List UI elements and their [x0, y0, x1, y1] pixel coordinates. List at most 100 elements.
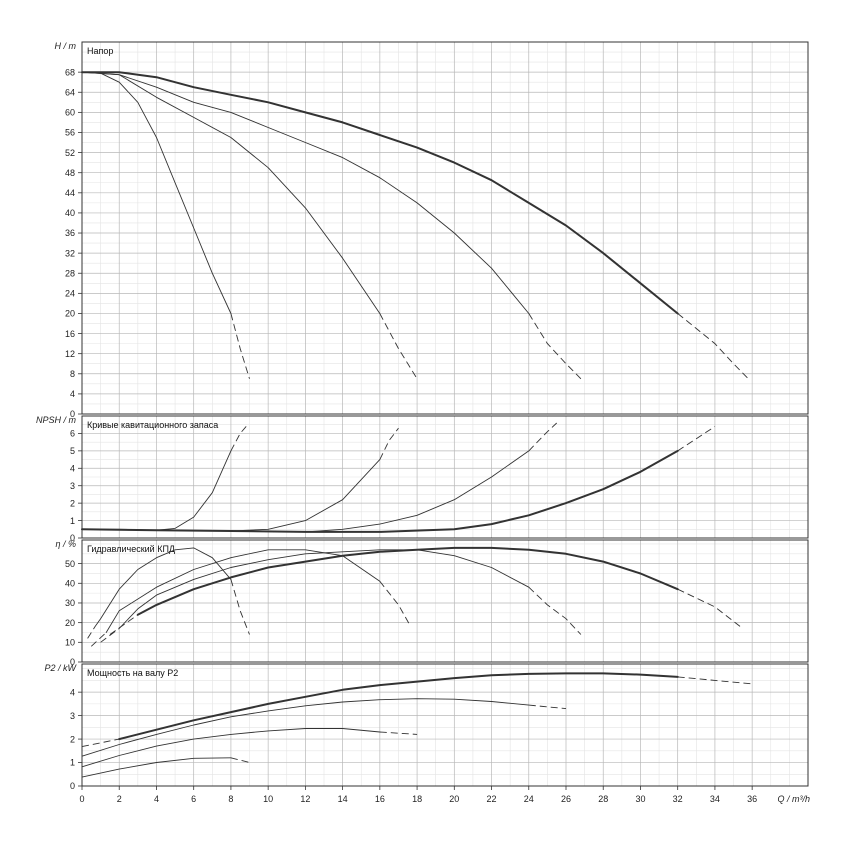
y-tick-label: 0 — [70, 781, 75, 791]
panel-frame — [81, 663, 809, 787]
x-tick-label: 18 — [412, 794, 422, 804]
y-tick-label: 8 — [70, 369, 75, 379]
y-tick-label: 52 — [65, 148, 75, 158]
y-axis-label: H / m — [55, 41, 77, 51]
y-tick-label: 68 — [65, 67, 75, 77]
curve-solid — [105, 549, 381, 633]
y-tick-label: 1 — [70, 758, 75, 768]
curve-dashed — [528, 422, 558, 452]
y-tick-label: 6 — [70, 429, 75, 439]
x-tick-label: 22 — [487, 794, 497, 804]
panel-frame — [81, 41, 809, 415]
curve-dashed — [230, 757, 250, 763]
y-tick-label: 24 — [65, 289, 75, 299]
curve-dashed — [230, 579, 250, 635]
y-tick-label: 20 — [65, 309, 75, 319]
curve-dashed — [677, 426, 716, 452]
x-tick-label: 36 — [747, 794, 757, 804]
y-tick-label: 40 — [65, 208, 75, 218]
panel-title: Гидравлический КПД — [87, 544, 175, 554]
curve-solid — [81, 757, 232, 778]
panel-title: Напор — [87, 46, 113, 56]
curve-solid — [81, 698, 530, 757]
y-tick-label: 4 — [70, 463, 75, 473]
curve-dashed — [528, 704, 567, 710]
y-tick-label: 3 — [70, 711, 75, 721]
x-tick-label: 30 — [635, 794, 645, 804]
y-tick-label: 0 — [70, 409, 75, 419]
curve-dashed — [230, 313, 250, 379]
curve-solid — [136, 546, 679, 616]
y-tick-label: 16 — [65, 329, 75, 339]
curve-dashed — [379, 427, 399, 460]
panel-title: Мощность на валу P2 — [87, 668, 178, 678]
y-tick-label: 20 — [65, 618, 75, 628]
x-tick-label: 0 — [79, 794, 84, 804]
y-tick-label: 64 — [65, 87, 75, 97]
x-tick-label: 12 — [300, 794, 310, 804]
curve-solid — [81, 71, 679, 315]
y-axis-label: NPSH / m — [36, 415, 77, 425]
y-tick-label: 2 — [70, 734, 75, 744]
y-axis-label: P2 / kW — [44, 663, 77, 673]
curve-dashed — [230, 424, 249, 452]
y-tick-label: 56 — [65, 128, 75, 138]
curve-dashed — [81, 738, 120, 748]
y-tick-label: 5 — [70, 446, 75, 456]
curve-solid — [81, 71, 530, 314]
y-tick-label: 40 — [65, 578, 75, 588]
y-tick-label: 60 — [65, 108, 75, 118]
y-tick-label: 32 — [65, 248, 75, 258]
curve-dashed — [90, 632, 107, 647]
curve-dashed — [528, 586, 582, 635]
y-tick-label: 0 — [70, 533, 75, 543]
x-tick-label: 26 — [561, 794, 571, 804]
y-tick-label: 3 — [70, 481, 75, 491]
y-tick-label: 2 — [70, 498, 75, 508]
y-tick-label: 36 — [65, 228, 75, 238]
x-tick-label: 34 — [710, 794, 720, 804]
y-tick-label: 10 — [65, 638, 75, 648]
y-tick-label: 1 — [70, 516, 75, 526]
y-tick-label: 30 — [65, 598, 75, 608]
x-tick-label: 20 — [449, 794, 459, 804]
curve-solid — [81, 728, 381, 768]
curve-dashed — [379, 731, 418, 735]
curve-dashed — [109, 614, 139, 635]
y-tick-label: 12 — [65, 349, 75, 359]
curve-dashed — [379, 313, 418, 380]
curve-dashed — [677, 313, 749, 380]
curve-solid — [94, 547, 232, 628]
y-tick-label: 0 — [70, 657, 75, 667]
y-tick-label: 48 — [65, 168, 75, 178]
x-tick-label: 14 — [338, 794, 348, 804]
curve-dashed — [677, 588, 744, 629]
panel-frame — [81, 415, 809, 539]
curve-dashed — [87, 626, 96, 639]
x-tick-label: 28 — [598, 794, 608, 804]
curve-solid — [118, 549, 530, 629]
x-axis-label: Q / m³/h — [777, 794, 810, 804]
curve-dashed — [528, 313, 582, 380]
curve-solid — [81, 71, 381, 314]
x-tick-label: 32 — [673, 794, 683, 804]
y-tick-label: 4 — [70, 687, 75, 697]
curve-solid — [81, 449, 679, 533]
panel-title: Кривые кавитационного запаса — [87, 420, 218, 430]
x-tick-label: 10 — [263, 794, 273, 804]
panel-frame — [81, 539, 809, 663]
curve-solid — [81, 71, 232, 314]
y-tick-label: 28 — [65, 268, 75, 278]
curve-solid — [118, 672, 679, 741]
x-tick-label: 4 — [154, 794, 159, 804]
curve-dashed — [379, 581, 410, 625]
y-tick-label: 4 — [70, 389, 75, 399]
x-tick-label: 16 — [375, 794, 385, 804]
x-tick-label: 2 — [117, 794, 122, 804]
x-tick-label: 24 — [524, 794, 534, 804]
x-tick-label: 8 — [228, 794, 233, 804]
curve-dashed — [677, 676, 753, 685]
x-tick-label: 6 — [191, 794, 196, 804]
y-tick-label: 50 — [65, 559, 75, 569]
